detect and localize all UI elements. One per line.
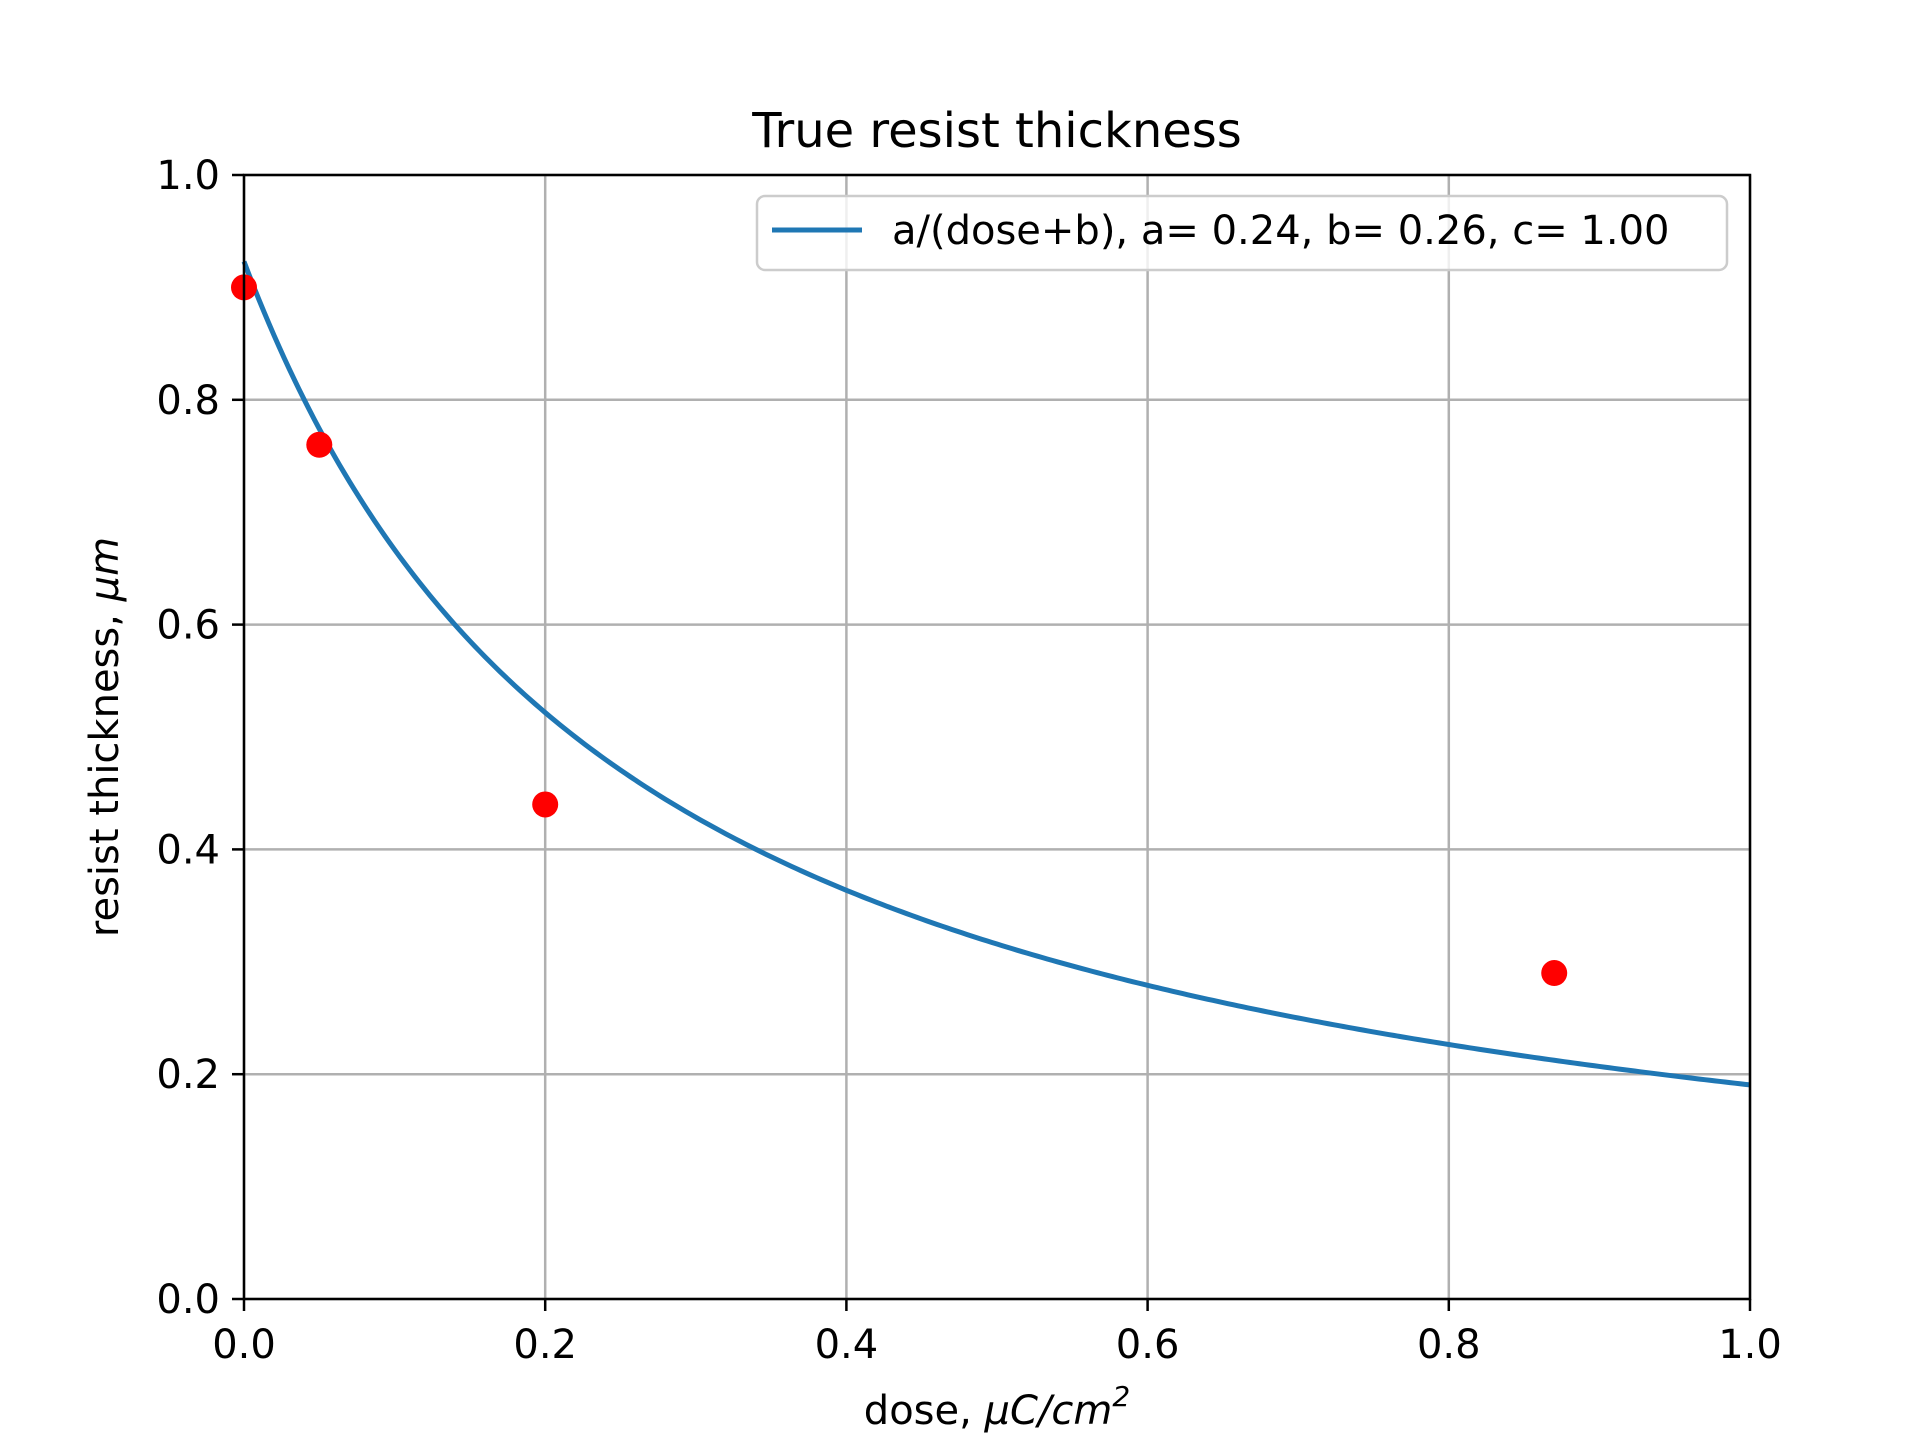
y-axis-title-prefix: resist thickness,	[82, 601, 128, 937]
y-axis-ticks: 0.0 0.2 0.4 0.6 0.8 1.0	[156, 153, 244, 1323]
data-point	[532, 791, 559, 818]
x-tick-label: 0.6	[1116, 1322, 1180, 1368]
legend-box	[755, 194, 1729, 272]
x-axis-title-unit-exponent: 2	[1112, 1380, 1130, 1413]
x-tick-label: 1.0	[1718, 1322, 1782, 1368]
data-point	[306, 431, 333, 458]
y-axis-title: resist thickness, μm	[82, 537, 128, 937]
y-tick-label: 1.0	[156, 153, 220, 199]
chart-title: True resist thickness	[751, 103, 1242, 159]
fit-curve-layer	[241, 260, 1751, 1088]
y-tick-label: 0.2	[156, 1052, 220, 1098]
x-axis-title-unit: μC/cm	[984, 1388, 1113, 1434]
y-tick-label: 0.8	[156, 378, 220, 424]
y-tick-label: 0.6	[156, 603, 220, 649]
x-tick-label: 0.4	[815, 1322, 879, 1368]
x-axis-title: dose, μC/cm2	[864, 1380, 1130, 1434]
y-tick-label: 0.0	[156, 1277, 220, 1323]
plot-frame	[242, 173, 1752, 1301]
fit-curve	[241, 260, 1751, 1088]
x-tick-label: 0.0	[212, 1322, 276, 1368]
legend-label: a/(dose+b), a= 0.24, b= 0.26, c= 1.00	[892, 208, 1669, 254]
y-axis-title-unit: μm	[82, 537, 128, 602]
grid	[242, 173, 1752, 1301]
x-axis-title-prefix: dose,	[864, 1388, 985, 1434]
x-axis-ticks: 0.0 0.2 0.4 0.6 0.8 1.0	[212, 1299, 1782, 1368]
x-tick-label: 0.8	[1417, 1322, 1481, 1368]
data-point	[1541, 960, 1568, 987]
legend: a/(dose+b), a= 0.24, b= 0.26, c= 1.00	[755, 194, 1729, 272]
y-tick-label: 0.4	[156, 827, 220, 873]
x-tick-label: 0.2	[513, 1322, 577, 1368]
